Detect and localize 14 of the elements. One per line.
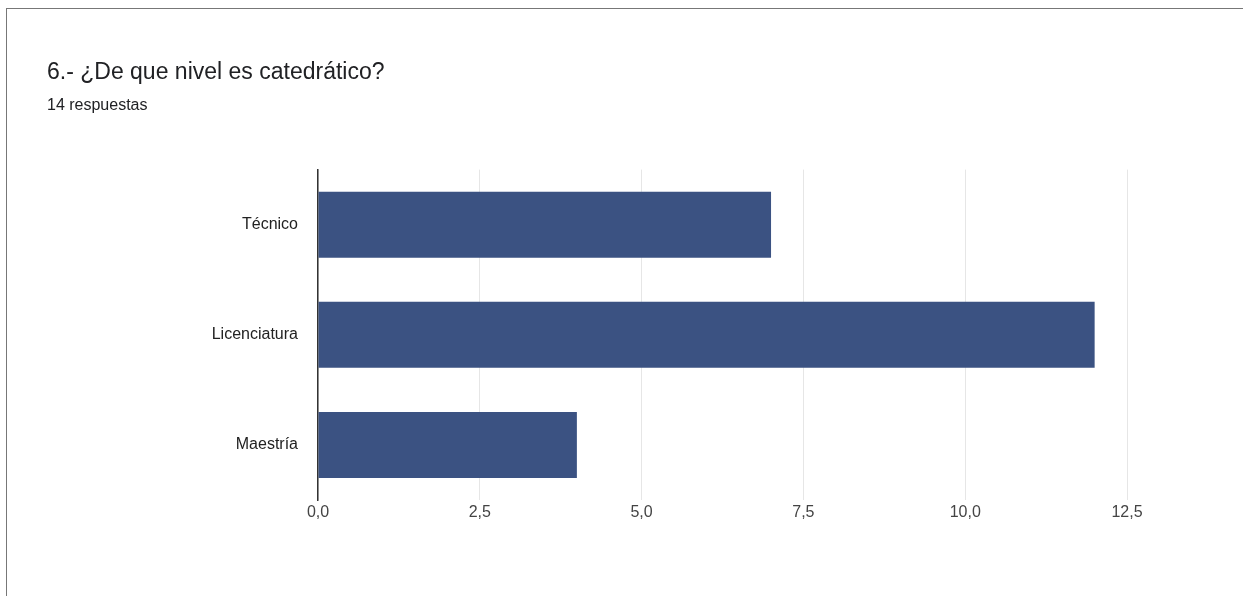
y-tick-label: Maestría — [235, 435, 299, 453]
x-tick-label: 10,0 — [949, 503, 981, 521]
text: 14 respuestas — [47, 96, 148, 114]
bar — [318, 191, 772, 258]
bar — [318, 301, 1095, 368]
x-tick-label: 7,5 — [792, 503, 815, 521]
x-tick-label: 5,0 — [630, 503, 653, 521]
y-tick-label: Técnico — [241, 215, 299, 233]
chart-title: 6.- ¿De que nivel es catedrático? — [47, 58, 385, 85]
bar — [318, 411, 577, 478]
x-tick-label: 12,5 — [1111, 503, 1143, 521]
y-tick-label: Licenciatura — [211, 325, 299, 343]
x-tick-label: 2,5 — [468, 503, 492, 521]
x-tick-label: 0,0 — [306, 503, 330, 521]
